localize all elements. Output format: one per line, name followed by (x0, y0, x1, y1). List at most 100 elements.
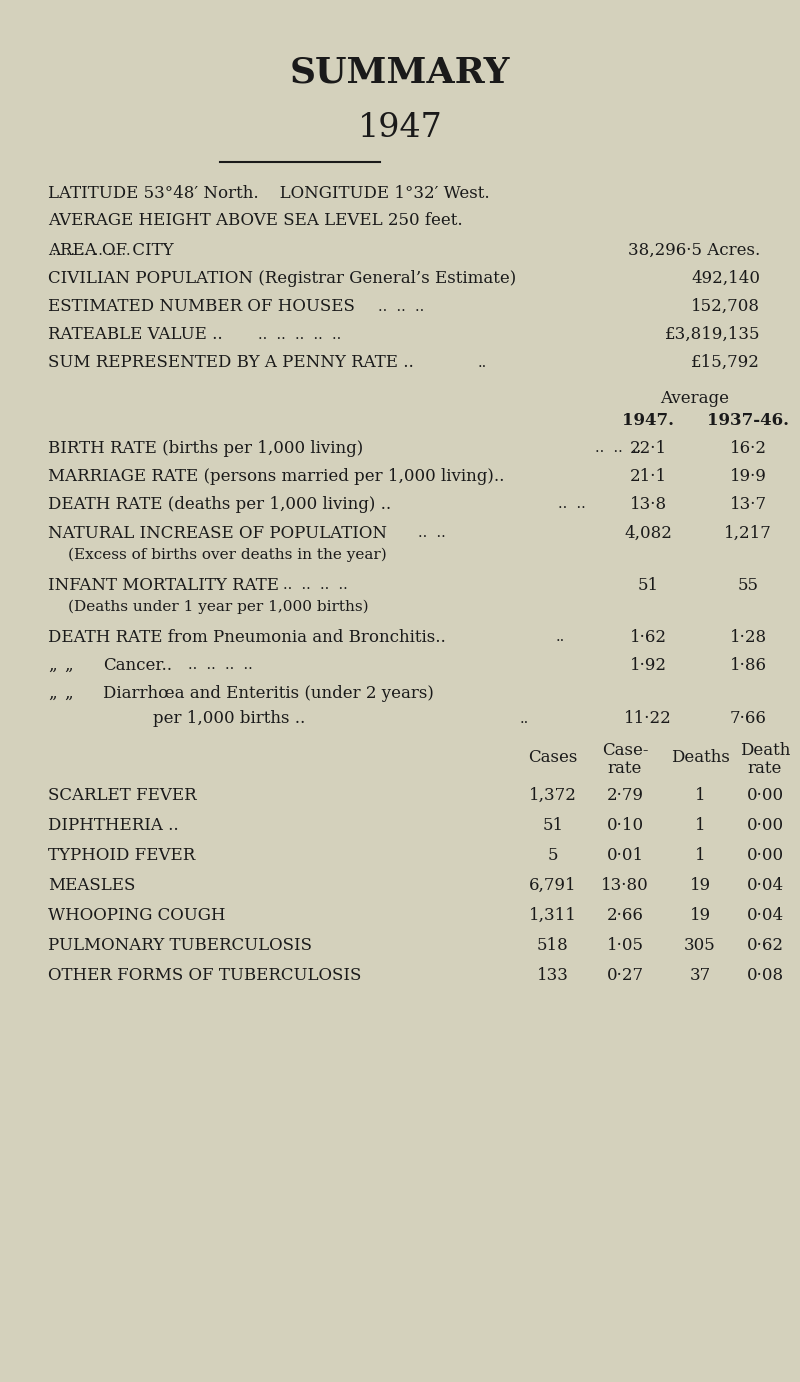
Text: DEATH RATE from Pneumonia and Bronchitis..: DEATH RATE from Pneumonia and Bronchitis… (48, 629, 446, 645)
Text: Cases: Cases (528, 749, 578, 766)
Text: 6,791: 6,791 (529, 876, 577, 894)
Text: (Deaths under 1 year per 1,000 births): (Deaths under 1 year per 1,000 births) (68, 600, 369, 614)
Text: „: „ (48, 684, 57, 702)
Text: ..  ..  ..  ..  ..: .. .. .. .. .. (258, 328, 342, 341)
Text: SUMMARY: SUMMARY (290, 55, 510, 88)
Text: 22·1: 22·1 (630, 439, 666, 456)
Text: Death: Death (740, 742, 790, 759)
Text: 1: 1 (694, 786, 706, 803)
Text: 51: 51 (542, 817, 563, 833)
Text: 0·08: 0·08 (746, 966, 783, 984)
Text: AREA OF CITY: AREA OF CITY (48, 242, 174, 258)
Text: 518: 518 (537, 937, 569, 954)
Text: „: „ (48, 656, 57, 673)
Text: AVERAGE HEIGHT ABOVE SEA LEVEL 250 feet.: AVERAGE HEIGHT ABOVE SEA LEVEL 250 feet. (48, 211, 462, 228)
Text: 1,217: 1,217 (724, 525, 772, 542)
Text: rate: rate (748, 760, 782, 777)
Text: Deaths: Deaths (670, 749, 730, 766)
Text: 13·8: 13·8 (630, 496, 666, 513)
Text: TYPHOID FEVER: TYPHOID FEVER (48, 847, 195, 864)
Text: 0·00: 0·00 (746, 847, 783, 864)
Text: 2·66: 2·66 (606, 907, 643, 923)
Text: Diarrhœa and Enteritis (under 2 years): Diarrhœa and Enteritis (under 2 years) (103, 684, 434, 702)
Text: RATEABLE VALUE ..: RATEABLE VALUE .. (48, 326, 222, 343)
Text: 133: 133 (537, 966, 569, 984)
Text: 0·00: 0·00 (746, 817, 783, 833)
Text: PULMONARY TUBERCULOSIS: PULMONARY TUBERCULOSIS (48, 937, 312, 954)
Text: 2·79: 2·79 (606, 786, 643, 803)
Text: .. .. .. .. .. ..: .. .. .. .. .. .. (52, 245, 130, 258)
Text: 19: 19 (690, 907, 710, 923)
Text: 1: 1 (694, 817, 706, 833)
Text: £3,819,135: £3,819,135 (665, 326, 760, 343)
Text: ..: .. (478, 357, 487, 370)
Text: 0·01: 0·01 (606, 847, 643, 864)
Text: 1937-46.: 1937-46. (707, 412, 789, 428)
Text: 305: 305 (684, 937, 716, 954)
Text: ..: .. (520, 712, 530, 726)
Text: SCARLET FEVER: SCARLET FEVER (48, 786, 197, 803)
Text: (Excess of births over deaths in the year): (Excess of births over deaths in the yea… (68, 547, 386, 562)
Text: 1,311: 1,311 (529, 907, 577, 923)
Text: Cancer..: Cancer.. (103, 656, 172, 673)
Text: Case-: Case- (602, 742, 648, 759)
Text: 1·86: 1·86 (730, 656, 766, 673)
Text: Average: Average (661, 390, 730, 406)
Text: ..  ..: .. .. (558, 498, 586, 511)
Text: 7·66: 7·66 (730, 709, 766, 727)
Text: 13·7: 13·7 (730, 496, 766, 513)
Text: „: „ (64, 656, 73, 673)
Text: per 1,000 births ..: per 1,000 births .. (153, 709, 306, 727)
Text: 152,708: 152,708 (691, 297, 760, 315)
Text: 5: 5 (548, 847, 558, 864)
Text: MARRIAGE RATE (persons married per 1,000 living)..: MARRIAGE RATE (persons married per 1,000… (48, 467, 504, 485)
Text: 1,372: 1,372 (529, 786, 577, 803)
Text: 0·04: 0·04 (746, 876, 783, 894)
Text: 4,082: 4,082 (624, 525, 672, 542)
Text: rate: rate (608, 760, 642, 777)
Text: ESTIMATED NUMBER OF HOUSES: ESTIMATED NUMBER OF HOUSES (48, 297, 355, 315)
Text: 11·22: 11·22 (624, 709, 672, 727)
Text: 1: 1 (694, 847, 706, 864)
Text: 19: 19 (690, 876, 710, 894)
Text: 38,296·5 Acres.: 38,296·5 Acres. (628, 242, 760, 258)
Text: ..  ..  ..  ..: .. .. .. .. (283, 578, 348, 591)
Text: £15,792: £15,792 (691, 354, 760, 370)
Text: SUM REPRESENTED BY A PENNY RATE ..: SUM REPRESENTED BY A PENNY RATE .. (48, 354, 414, 370)
Text: ..  ..: .. .. (418, 527, 446, 540)
Text: INFANT MORTALITY RATE: INFANT MORTALITY RATE (48, 576, 279, 593)
Text: 0·27: 0·27 (606, 966, 643, 984)
Text: 1·28: 1·28 (730, 629, 766, 645)
Text: 1947: 1947 (358, 112, 442, 144)
Text: BIRTH RATE (births per 1,000 living): BIRTH RATE (births per 1,000 living) (48, 439, 363, 456)
Text: 1947.: 1947. (622, 412, 674, 428)
Text: CIVILIAN POPULATION (Registrar General’s Estimate): CIVILIAN POPULATION (Registrar General’s… (48, 269, 516, 286)
Text: WHOOPING COUGH: WHOOPING COUGH (48, 907, 226, 923)
Text: NATURAL INCREASE OF POPULATION: NATURAL INCREASE OF POPULATION (48, 525, 387, 542)
Text: 1·05: 1·05 (606, 937, 643, 954)
Text: 37: 37 (690, 966, 710, 984)
Text: OTHER FORMS OF TUBERCULOSIS: OTHER FORMS OF TUBERCULOSIS (48, 966, 362, 984)
Text: 16·2: 16·2 (730, 439, 766, 456)
Text: ..  ..  ..  ..: .. .. .. .. (188, 658, 253, 672)
Text: 19·9: 19·9 (730, 467, 766, 485)
Text: 13·80: 13·80 (601, 876, 649, 894)
Text: ..  ..  ..: .. .. .. (378, 300, 424, 314)
Text: MEASLES: MEASLES (48, 876, 135, 894)
Text: 0·04: 0·04 (746, 907, 783, 923)
Text: ..  ..  ..: .. .. .. (595, 441, 642, 455)
Text: LATITUDE 53°48′ North.    LONGITUDE 1°32′ West.: LATITUDE 53°48′ North. LONGITUDE 1°32′ W… (48, 185, 490, 202)
Text: 0·62: 0·62 (746, 937, 783, 954)
Text: 21·1: 21·1 (630, 467, 666, 485)
Text: DEATH RATE (deaths per 1,000 living) ..: DEATH RATE (deaths per 1,000 living) .. (48, 496, 391, 513)
Text: 1·62: 1·62 (630, 629, 666, 645)
Text: ..: .. (556, 630, 566, 644)
Text: 55: 55 (738, 576, 758, 593)
Text: 0·00: 0·00 (746, 786, 783, 803)
Text: 1·92: 1·92 (630, 656, 666, 673)
Text: 492,140: 492,140 (691, 269, 760, 286)
Text: 51: 51 (638, 576, 658, 593)
Text: DIPHTHERIA ..: DIPHTHERIA .. (48, 817, 178, 833)
Text: „: „ (64, 684, 73, 702)
Text: 0·10: 0·10 (606, 817, 643, 833)
